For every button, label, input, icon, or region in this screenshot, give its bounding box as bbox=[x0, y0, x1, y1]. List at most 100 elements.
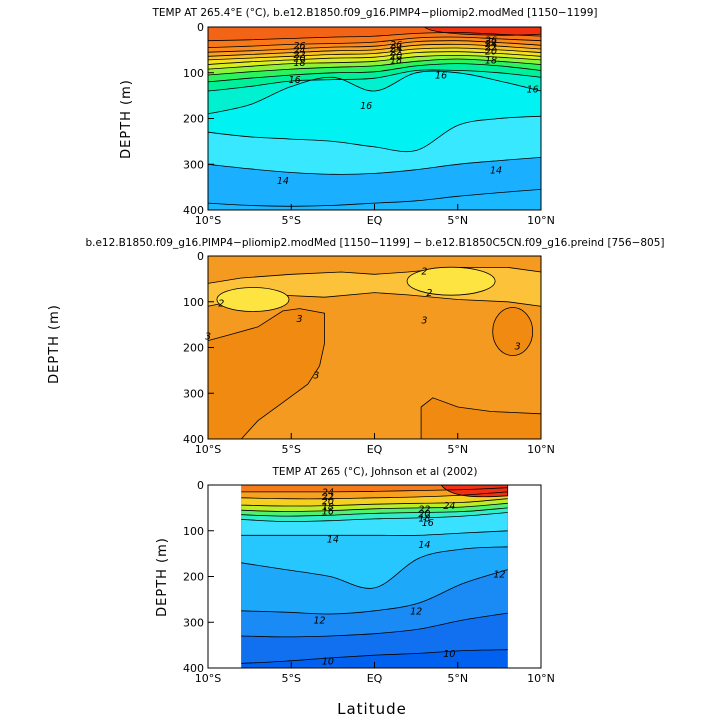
x-axis-label: Latitude bbox=[337, 700, 407, 718]
panel-3-contour-label: 14 bbox=[327, 534, 339, 545]
panel-1-isotherm-15 bbox=[207, 115, 542, 153]
panel-1-ylabel: DEPTH (m) bbox=[119, 79, 134, 159]
panel-1-contour-label: 16 bbox=[435, 71, 447, 82]
panel-1-isotherm-22 bbox=[207, 47, 542, 61]
panel-1-contour-label: 14 bbox=[490, 166, 502, 177]
panel-2-xtick-label: 10°N bbox=[527, 443, 555, 456]
panel-3-xtick-label: 5°S bbox=[282, 672, 301, 685]
panel-2-title: b.e12.B1850.f09_g16.PIMP4−pliomip2.modMe… bbox=[85, 237, 664, 249]
panel-3-xtick-label: 5°N bbox=[447, 672, 468, 685]
panel-3-contour-label: 16 bbox=[322, 507, 334, 518]
panel-1-title: TEMP AT 265.4°E (°C), b.e12.B1850.f09_g1… bbox=[151, 7, 597, 19]
panel-1-contours bbox=[207, 32, 542, 207]
panel-2-xtick-label: 10°S bbox=[195, 443, 221, 456]
panel-2: b.e12.B1850.f09_g16.PIMP4−pliomip2.modMe… bbox=[47, 237, 665, 456]
panel-3-contour-label: 20 bbox=[322, 497, 334, 508]
panel-2-ytick-label: 400 bbox=[183, 433, 204, 446]
panel-1-contour-label: 24 bbox=[485, 39, 497, 50]
panel-1-contour-label: 26 bbox=[390, 40, 402, 51]
panel-3-isotherm-24 bbox=[241, 491, 508, 500]
panel-3-contour-label: 14 bbox=[418, 540, 430, 551]
panel-2-ytick-label: 100 bbox=[183, 296, 204, 309]
panel-3-contour-label: 12 bbox=[493, 570, 505, 581]
panel-1-isotherm-18 bbox=[207, 63, 542, 83]
panel-3-isotherm-11 bbox=[241, 612, 508, 638]
panel-3-ylabel: DEPTH (m) bbox=[155, 537, 170, 617]
panel-2-ytick-label: 200 bbox=[183, 342, 204, 355]
panel-2-ticks: 10°S 5°S EQ 5°N 10°N 0 100 200 300 400 bbox=[183, 250, 555, 456]
panel-3-contour-label: 18 bbox=[418, 513, 430, 524]
panel-3-contour-label: 22 bbox=[418, 504, 430, 515]
panel-3-contour-label: 10 bbox=[322, 657, 334, 668]
panel-1-ticks: 10°S 5°S EQ 5°N 10°N 0 100 200 300 400 bbox=[183, 21, 555, 227]
panel-1-isotherm-14 bbox=[207, 157, 542, 175]
panel-2-xtick-label: 5°S bbox=[282, 443, 301, 456]
panel-1-contour-labels: 2624222018262422201826242220181616161614… bbox=[277, 35, 539, 186]
panel-3-ytick-label: 300 bbox=[183, 616, 204, 629]
panel-3-ytick-label: 400 bbox=[183, 662, 204, 675]
panel-3-contour-label: 12 bbox=[314, 615, 326, 626]
panel-2-plot-area bbox=[207, 256, 542, 440]
panel-1-ytick-label: 400 bbox=[183, 204, 204, 217]
panel-1-isotherm-23 bbox=[207, 43, 542, 57]
panel-1-contour-label: 26 bbox=[294, 41, 306, 52]
panel-1-contour-label: 22 bbox=[294, 50, 306, 61]
panel-2-contour-label: 3 bbox=[421, 316, 427, 327]
panel-3-ytick-label: 100 bbox=[183, 525, 204, 538]
panel-3-contour-label: 24 bbox=[322, 487, 334, 498]
panel-1-contour-label: 16 bbox=[289, 75, 301, 86]
panel-2-contour-label: 3 bbox=[313, 370, 319, 381]
panel-1-contour-label: 16 bbox=[360, 101, 372, 112]
panel-1-contour-label: 20 bbox=[294, 54, 306, 65]
panel-2-contour-label: 3 bbox=[297, 314, 303, 325]
panel-1-xtick-label: 10°N bbox=[527, 214, 555, 227]
panel-3-ytick-label: 200 bbox=[183, 571, 204, 584]
panel-3-xtick-label: 10°N bbox=[527, 672, 555, 685]
panel-3-xtick-label: EQ bbox=[367, 672, 383, 685]
panel-2-xtick-label: 5°N bbox=[447, 443, 468, 456]
panel-1-isotherm-17 bbox=[207, 69, 542, 92]
panel-1-isotherm-21 bbox=[207, 51, 542, 65]
panel-2-region-min-right bbox=[406, 266, 496, 296]
panel-3-isotherm-12 bbox=[241, 569, 508, 615]
panel-1-contour-label: 16 bbox=[527, 84, 539, 95]
panel-3-contour-label: 22 bbox=[322, 492, 334, 503]
panel-3-isotherm-14 bbox=[241, 530, 508, 536]
panel-3-title: TEMP AT 265 (°C), Johnson et al (2002) bbox=[272, 466, 478, 478]
panel-1-contour-label: 26 bbox=[485, 35, 497, 46]
panel-3: TEMP AT 265 (°C), Johnson et al (2002) 2… bbox=[155, 466, 555, 718]
panel-1-contour-label: 18 bbox=[294, 58, 306, 69]
panel-3-isotherm-13 bbox=[241, 546, 508, 589]
panel-1-isotherm-25 bbox=[207, 36, 542, 48]
panel-3-contour-label: 24 bbox=[443, 501, 455, 512]
panel-3-isotherm-22 bbox=[241, 498, 508, 507]
panel-2-region-deep-left bbox=[207, 308, 325, 440]
panel-1-contour-label: 14 bbox=[277, 176, 289, 187]
panel-1-xtick-label: 10°S bbox=[195, 214, 221, 227]
panel-1-isotherm-16 bbox=[207, 70, 542, 115]
panel-1-isotherm-12 bbox=[207, 189, 542, 207]
panel-1-contour-label: 20 bbox=[390, 51, 402, 62]
panel-3-contour-label: 16 bbox=[422, 518, 434, 529]
panel-3-isotherm-16 bbox=[241, 512, 508, 523]
panel-3-ytick-label: 0 bbox=[197, 479, 204, 492]
panel-1-ytick-label: 300 bbox=[183, 158, 204, 171]
panel-2-contour-label: 2 bbox=[218, 299, 224, 310]
panel-3-band-25 bbox=[241, 485, 508, 492]
panel-1-contour-label: 24 bbox=[390, 44, 402, 55]
panel-1-contour-label: 24 bbox=[294, 45, 306, 56]
panel-1-contour-label: 22 bbox=[390, 47, 402, 58]
panel-3-isotherm-10 bbox=[241, 649, 508, 664]
panel-1-isotherm-19 bbox=[207, 58, 542, 76]
panel-2-ytick-label: 0 bbox=[197, 250, 204, 263]
panel-3-contour-label: 10 bbox=[443, 649, 455, 660]
panel-1-isotherm-20 bbox=[207, 54, 542, 70]
panel-1-contour-label: 22 bbox=[485, 43, 497, 54]
panel-3-xtick-label: 10°S bbox=[195, 672, 221, 685]
panel-3-contour-label: 18 bbox=[322, 502, 334, 513]
panel-3-ticks: 10°S 5°S EQ 5°N 10°N 0 100 200 300 400 bbox=[183, 479, 555, 685]
panel-3-warm-pool bbox=[440, 484, 509, 498]
panel-2-region-min-left bbox=[216, 287, 290, 312]
